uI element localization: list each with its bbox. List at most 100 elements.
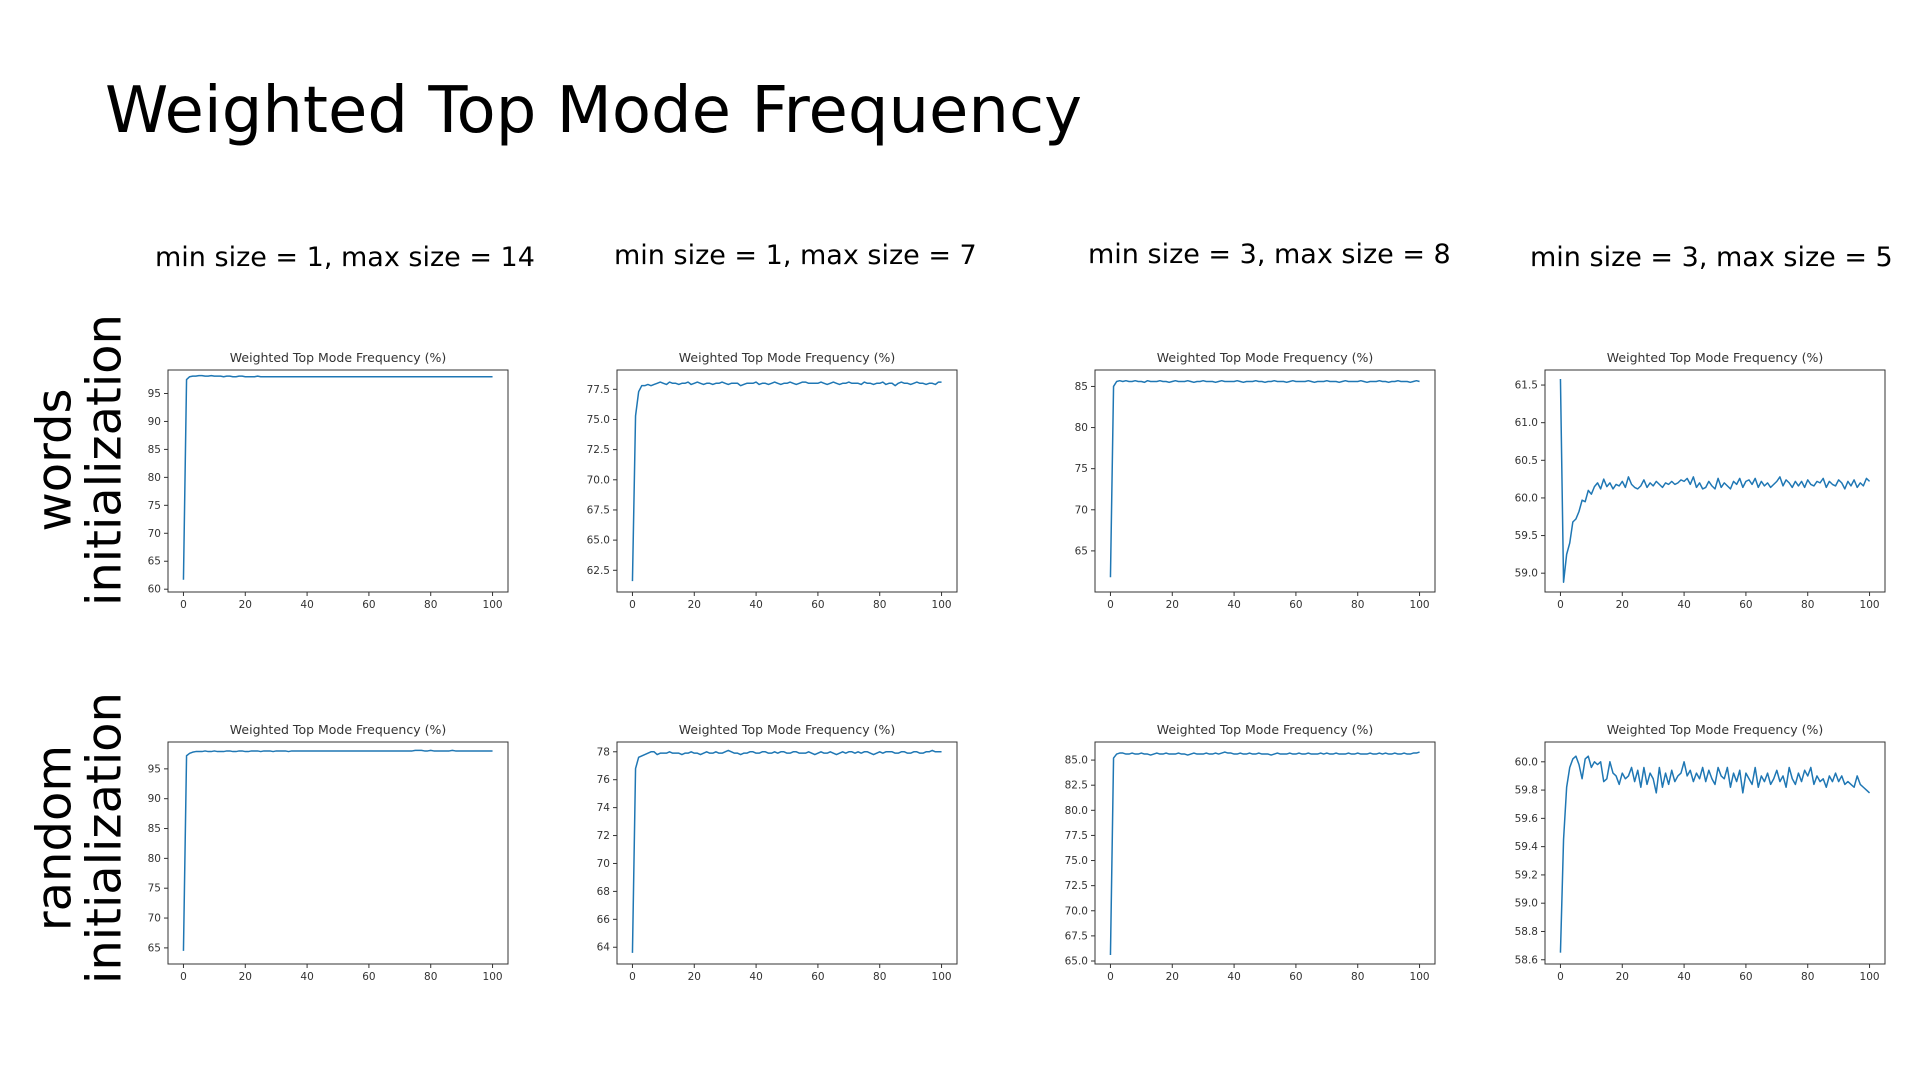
x-tick-label: 60 xyxy=(362,971,375,983)
y-tick-label: 80 xyxy=(1075,422,1088,434)
x-tick-label: 80 xyxy=(1801,971,1814,983)
y-tick-label: 75.0 xyxy=(587,414,610,426)
y-tick-label: 60.5 xyxy=(1515,455,1538,467)
axes-frame xyxy=(167,369,509,593)
column-title-1: min size = 1, max size = 14 xyxy=(155,242,535,273)
axes-frame xyxy=(1094,369,1436,593)
chart-title: Weighted Top Mode Frequency (%) xyxy=(1607,350,1823,365)
y-tick-label: 72.5 xyxy=(587,444,610,456)
x-tick-label: 40 xyxy=(300,599,313,611)
x-tick-label: 40 xyxy=(1677,599,1690,611)
y-tick-label: 65.0 xyxy=(1065,955,1088,967)
x-tick-label: 80 xyxy=(1801,599,1814,611)
x-tick-label: 20 xyxy=(1616,599,1629,611)
y-tick-label: 65 xyxy=(1075,545,1088,557)
x-tick-label: 0 xyxy=(180,599,187,611)
chart-random-1-7: Weighted Top Mode Frequency (%) 0 20 40 60 80… xyxy=(597,722,958,983)
y-tick-label: 80.0 xyxy=(1065,805,1088,817)
axes-frame xyxy=(1094,741,1436,965)
y-tick-label: 85 xyxy=(148,823,161,835)
y-tick-label: 59.0 xyxy=(1515,898,1538,910)
y-tick-label: 61.5 xyxy=(1515,380,1538,392)
series-line xyxy=(1109,751,1420,955)
y-tick-label: 59.5 xyxy=(1515,530,1538,542)
x-tick-label: 0 xyxy=(180,971,187,983)
y-tick-label: 70 xyxy=(1075,504,1088,516)
x-tick-label: 100 xyxy=(483,599,503,611)
y-tick-label: 59.2 xyxy=(1515,869,1538,881)
x-tick-label: 100 xyxy=(1860,971,1880,983)
y-tick-label: 80 xyxy=(148,472,161,484)
x-tick-label: 0 xyxy=(1107,599,1114,611)
x-tick-label: 80 xyxy=(424,971,437,983)
chart-title: Weighted Top Mode Frequency (%) xyxy=(1157,350,1373,365)
x-tick-label: 40 xyxy=(1677,971,1690,983)
y-tick-label: 58.6 xyxy=(1515,954,1539,966)
y-tick-label: 90 xyxy=(148,793,161,805)
y-tick-label: 70.0 xyxy=(1065,905,1088,917)
y-tick-label: 58.8 xyxy=(1515,926,1538,938)
x-tick-label: 60 xyxy=(1739,971,1752,983)
y-tick-label: 80 xyxy=(148,853,161,865)
x-tick-label: 60 xyxy=(1289,599,1302,611)
x-tick-label: 20 xyxy=(239,599,252,611)
y-tick-label: 60.0 xyxy=(1515,756,1538,768)
y-tick-label: 77.5 xyxy=(587,384,610,396)
series-line xyxy=(631,381,942,582)
series-line xyxy=(182,749,493,951)
y-tick-label: 72.5 xyxy=(1065,880,1088,892)
x-tick-label: 40 xyxy=(749,971,762,983)
series-line xyxy=(1559,379,1871,583)
column-title-4: min size = 3, max size = 5 xyxy=(1530,242,1893,273)
x-tick-label: 60 xyxy=(1289,971,1302,983)
y-tick-label: 70 xyxy=(148,913,161,925)
axes-frame xyxy=(1544,369,1886,593)
x-tick-label: 80 xyxy=(873,599,886,611)
x-tick-label: 20 xyxy=(1166,599,1179,611)
y-tick-label: 59.4 xyxy=(1515,841,1539,853)
y-tick-label: 67.5 xyxy=(587,504,610,516)
x-tick-label: 0 xyxy=(629,599,636,611)
x-tick-label: 60 xyxy=(1739,599,1752,611)
y-tick-label: 70 xyxy=(148,528,161,540)
x-tick-label: 80 xyxy=(1351,971,1364,983)
x-tick-label: 60 xyxy=(362,599,375,611)
series-line xyxy=(1109,379,1420,578)
y-tick-label: 90 xyxy=(148,416,161,428)
x-tick-label: 40 xyxy=(1227,599,1240,611)
y-tick-label: 60 xyxy=(148,584,161,596)
y-tick-label: 65 xyxy=(148,556,161,568)
y-tick-label: 77.5 xyxy=(1065,830,1088,842)
y-tick-label: 74 xyxy=(597,802,611,814)
x-tick-label: 40 xyxy=(749,599,762,611)
x-tick-label: 0 xyxy=(629,971,636,983)
chart-title: Weighted Top Mode Frequency (%) xyxy=(679,350,895,365)
column-title-2: min size = 1, max size = 7 xyxy=(614,240,977,271)
y-tick-label: 68 xyxy=(597,886,610,898)
x-tick-label: 100 xyxy=(1410,599,1430,611)
x-tick-label: 80 xyxy=(873,971,886,983)
y-tick-label: 59.0 xyxy=(1515,568,1538,580)
axes-frame xyxy=(616,369,958,593)
x-tick-label: 0 xyxy=(1557,971,1564,983)
chart-words-1-7: Weighted Top Mode Frequency (%) 0 20 40 60 80… xyxy=(587,350,958,611)
y-tick-label: 75.0 xyxy=(1065,855,1088,867)
x-tick-label: 60 xyxy=(811,971,824,983)
x-tick-label: 100 xyxy=(932,971,952,983)
chart-random-3-8: Weighted Top Mode Frequency (%) 0 20 40 60 80… xyxy=(1065,722,1436,983)
y-tick-label: 59.8 xyxy=(1515,785,1538,797)
y-tick-label: 70.0 xyxy=(587,474,610,486)
row-label-words-line1: words xyxy=(26,388,83,532)
y-tick-label: 65 xyxy=(148,942,161,954)
x-tick-label: 0 xyxy=(1557,599,1564,611)
axes-frame xyxy=(1544,741,1886,965)
chart-title: Weighted Top Mode Frequency (%) xyxy=(1157,722,1373,737)
y-tick-label: 60.0 xyxy=(1515,492,1538,504)
y-tick-label: 75 xyxy=(148,500,161,512)
y-tick-label: 67.5 xyxy=(1065,930,1088,942)
axes-frame xyxy=(616,741,958,965)
chart-title: Weighted Top Mode Frequency (%) xyxy=(1607,722,1823,737)
series-line xyxy=(1559,755,1871,953)
x-tick-label: 20 xyxy=(239,971,252,983)
x-tick-label: 100 xyxy=(1410,971,1430,983)
